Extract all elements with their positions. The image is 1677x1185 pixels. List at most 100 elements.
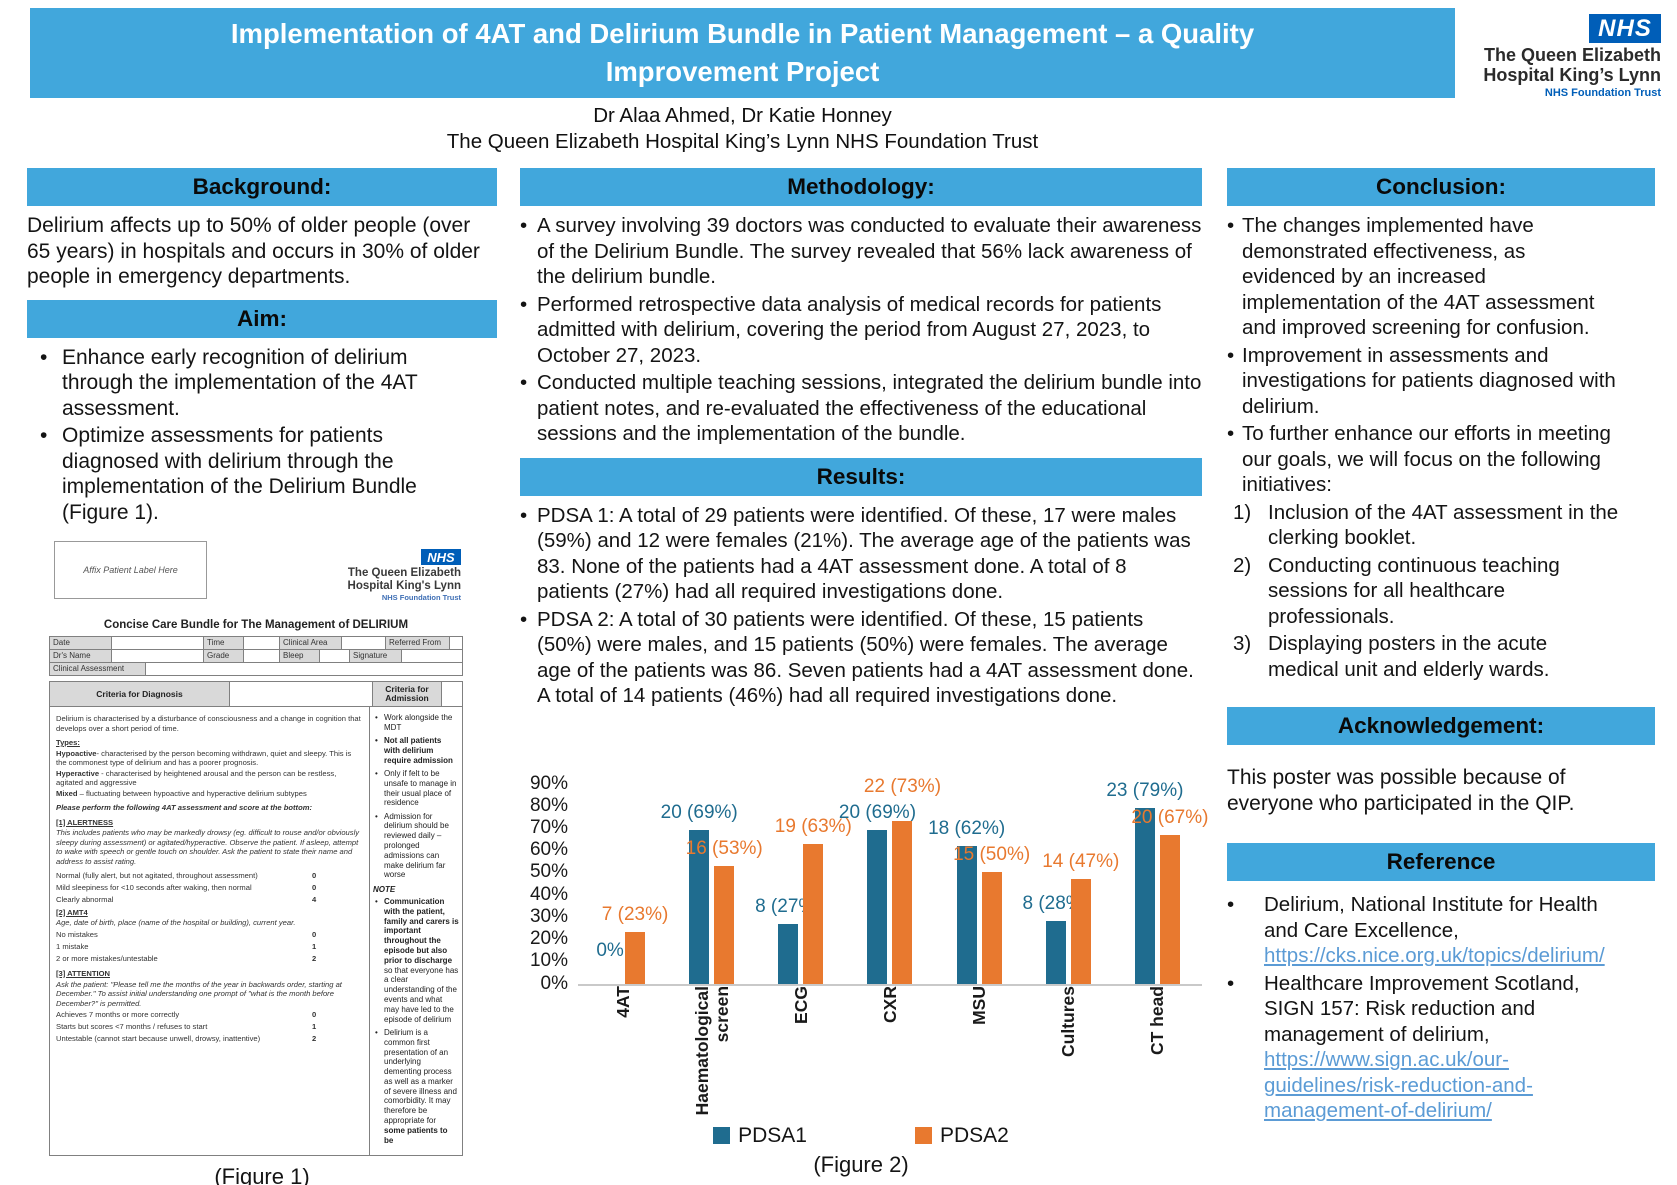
criteria-header-filler [441, 681, 463, 707]
bar-value-label: 22 (73%) [863, 776, 942, 798]
perform-instruction: Please perform the following 4AT assessm… [56, 803, 312, 812]
admission-bullet: Only if felt to be unsafe to manage in t… [373, 769, 459, 808]
admission-note-bullet: Communication with the patient, family a… [373, 897, 459, 1024]
field-value [450, 637, 462, 649]
figure1-form-image: Affix Patient Label Here NHS The Queen E… [49, 537, 463, 1156]
form-info-table: Date Time Clinical Area Referred From Dr… [49, 636, 463, 676]
field-label: Clinical Assessment [50, 663, 146, 675]
legend-item-pdsa1: PDSA1 [713, 1124, 807, 1148]
bar-slot: 0% [596, 753, 623, 984]
type-mixed: Mixed – fluctuating between hypoactive a… [56, 788, 307, 798]
x-axis-label: MSU [969, 985, 990, 1025]
bar-pdsa2 [981, 872, 1002, 984]
form-hospital-name: The Queen Elizabeth [347, 567, 461, 579]
score-row: Starts but scores <7 months / refuses to… [56, 1022, 317, 1031]
bar-pdsa2 [1159, 834, 1180, 984]
criteria-diagnosis-header: Criteria for Diagnosis [49, 681, 229, 707]
amt4-title: [2] AMT4 [56, 907, 88, 917]
bar-pdsa1 [689, 830, 710, 984]
criteria-admission-header: Criteria for Admission [373, 681, 441, 707]
y-axis-tick: 20% [529, 928, 568, 950]
diagnosis-intro: Delirium is characterised by a disturban… [56, 714, 361, 733]
methodology-list: A survey involving 39 doctors was conduc… [520, 213, 1202, 447]
admission-bullet: Work alongside the MDT [373, 713, 459, 733]
score-row: 2 or more mistakes/untestable 2 [56, 953, 317, 963]
form-hospital-name: Hospital King's Lynn [347, 579, 461, 592]
y-axis-tick: 50% [529, 861, 568, 883]
y-axis-tick: 80% [529, 794, 568, 816]
x-axis-label: Cultures [1058, 985, 1079, 1057]
y-axis-tick: 60% [529, 839, 568, 861]
bar-value-label: 20 (67%) [1131, 806, 1209, 828]
affiliation-line: The Queen Elizabeth Hospital King’s Lynn… [446, 130, 1039, 153]
y-axis-tick: 40% [529, 883, 568, 905]
methodology-heading: Methodology: [520, 168, 1202, 206]
bar-pdsa2 [803, 843, 824, 984]
criteria-header-row: Criteria for Diagnosis Criteria for Admi… [49, 681, 463, 707]
bar-value-label: 23 (79%) [1106, 779, 1184, 801]
field-label: Date [50, 637, 112, 649]
bar-slot: 16 (53%) [686, 753, 763, 984]
score-row: Normal (fully alert, but not agitated, t… [56, 871, 317, 880]
amt4-note: Age, date of birth, place (name of the h… [56, 918, 296, 927]
author-block: Dr Alaa Ahmed, Dr Katie Honney The Queen… [30, 103, 1455, 155]
bar-value-label: 7 (23%) [601, 904, 669, 926]
score-row: No mistakes 0 [56, 929, 317, 939]
field-value [244, 637, 280, 649]
reference-item: Healthcare Improvement Scotland, SIGN 15… [1227, 971, 1619, 1124]
bar-slot: 7 (23%) [602, 753, 668, 984]
reference-link[interactable]: https://cks.nice.org.uk/topics/delirium/ [1264, 944, 1605, 967]
bar-pdsa1 [778, 923, 799, 984]
field-value [146, 663, 462, 675]
bar-group: 8 (27%) 19 (63%) [755, 753, 852, 984]
reference-heading: Reference [1227, 843, 1655, 881]
legend-item-pdsa2: PDSA2 [915, 1124, 1009, 1148]
aim-bullet: Enhance early recognition of delirium th… [27, 345, 497, 422]
pdsa2-swatch-icon [915, 1127, 932, 1144]
y-axis-tick: 30% [529, 905, 568, 927]
field-label: Clinical Area [280, 637, 342, 649]
bar-pdsa1 [1134, 807, 1155, 984]
poster-title-bar: Implementation of 4AT and Delirium Bundl… [30, 8, 1455, 98]
aim-heading: Aim: [27, 299, 497, 338]
reference-list: Delirium, National Institute for Health … [1227, 892, 1619, 1124]
field-label: Time [204, 637, 244, 649]
field-label: Bleep [280, 650, 320, 662]
bar-value-label: 18 (62%) [928, 817, 1006, 839]
admission-bullet: Admission for delirium should be reviewe… [373, 812, 459, 881]
plot-area: 0% 7 (23%) 20 (69%) 16 (53%) 8 (27%) 19 (63%)… [578, 753, 1208, 986]
admission-note-bullet: Delirium is a common first presentation … [373, 1028, 459, 1146]
x-axis-label: Haematological screen [691, 985, 732, 1115]
figure2-caption: (Figure 2) [813, 1151, 909, 1177]
score-row: Achieves 7 months or more correctly 0 [56, 1010, 317, 1019]
nhs-trust-logo: NHS The Queen Elizabeth Hospital King’s … [1479, 14, 1661, 99]
bar-group: 0% 7 (23%) [578, 753, 668, 984]
methodology-bullet: Conducted multiple teaching sessions, in… [520, 370, 1202, 447]
types-label: Types: [56, 738, 80, 747]
initiative-item: Inclusion of the 4AT assessment in the c… [1233, 500, 1619, 550]
initiative-item: Conducting continuous teaching sessions … [1233, 553, 1560, 628]
type-hyperactive: Hyperactive - characterised by heightene… [56, 768, 337, 788]
bar-group: 20 (69%) 16 (53%) [661, 753, 763, 984]
bar-slot: 8 (27%) [755, 753, 822, 984]
bar-value-label: 19 (63%) [774, 815, 852, 837]
methodology-bullet: A survey involving 39 doctors was conduc… [520, 213, 1202, 290]
conclusion-bullet: To further enhance our efforts in meetin… [1227, 421, 1619, 498]
bar-group: 8 (28%) 14 (47%) [1023, 753, 1119, 984]
y-axis-tick: 70% [529, 816, 568, 838]
aim-list: Enhance early recognition of delirium th… [27, 345, 497, 526]
bar-pdsa2 [625, 932, 646, 984]
foundation-trust-label: NHS Foundation Trust [1544, 87, 1661, 99]
y-axis-tick: 10% [529, 950, 568, 972]
bar-group: 18 (62%) 15 (50%) [928, 753, 1030, 984]
left-column: Background: Delirium affects up to 50% o… [27, 168, 497, 1185]
bar-slot: 20 (69%) [661, 753, 738, 984]
reference-link[interactable]: https://www.sign.ac.uk/our-guidelines/ri… [1264, 1048, 1533, 1122]
admission-column: Work alongside the MDT Not all patients … [370, 707, 462, 1155]
field-value [402, 650, 462, 662]
bar-pdsa2 [1070, 879, 1091, 984]
bar-value-label: 16 (53%) [685, 837, 763, 859]
y-axis: 90% 80% 70% 60% 50% 40% 30% 20% 10% 0% [520, 753, 578, 994]
x-axis-labels: 4AT Haematological screen ECG CXR MSU Culture… [578, 986, 1202, 1118]
x-axis-label: CXR [879, 985, 900, 1023]
